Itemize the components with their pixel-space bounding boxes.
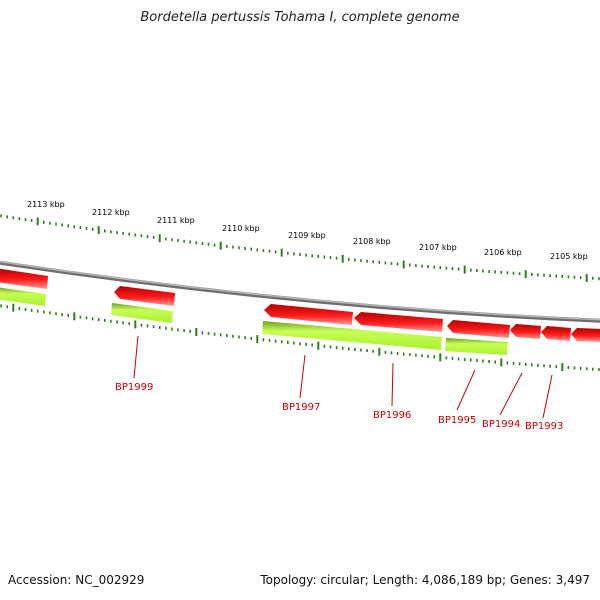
cds-features [0,287,508,355]
map-title: Bordetella pertussis Tohama I, complete … [140,10,460,25]
leader-line [456,369,476,411]
cds-bar [111,303,173,323]
cds-bar [0,287,46,306]
kbp-label-2107: 2107 kbp [419,243,457,252]
kbp-label-2113: 2113 kbp [27,200,65,209]
gene-arrow [571,328,600,342]
reverse-strand-features [0,268,600,342]
kbp-label-2112: 2112 kbp [92,208,130,217]
leader-line [391,362,394,407]
gene-arrow [264,304,353,325]
gene-arrow [114,286,175,306]
gene-labels: BP1999 BP1997 BP1996 BP1995 BP1994 BP199… [115,382,563,432]
outer-kbp-ruler [0,214,600,282]
gene-label-bp1994: BP1994 [482,419,520,430]
accession-text: Accession: NC_002929 [8,573,145,587]
gene-arrow [447,320,510,338]
kbp-label-2106: 2106 kbp [484,248,522,257]
leader-line [499,372,523,416]
label-leaders [133,335,553,419]
leader-line [299,354,306,399]
gene-label-bp1993: BP1993 [525,421,563,432]
inner-tick-ruler [0,303,600,372]
leader-line [133,335,139,379]
kbp-labels: 2113 kbp 2112 kbp 2111 kbp 2110 kbp 2109… [27,200,588,261]
gene-label-bp1997: BP1997 [282,402,320,413]
gene-arrow [354,312,443,332]
kbp-label-2110: 2110 kbp [222,224,260,233]
gene-arrow [510,324,541,339]
genome-summary-text: Topology: circular; Length: 4,086,189 bp… [260,573,590,587]
gene-arrow [541,326,571,341]
genome-backbone [0,260,600,323]
kbp-label-2105: 2105 kbp [550,252,588,261]
kbp-label-2109: 2109 kbp [288,231,326,240]
gene-label-bp1995: BP1995 [438,415,476,426]
gene-label-bp1999: BP1999 [115,382,153,393]
leader-line [542,374,553,419]
cds-bar [262,321,442,350]
gene-arrow [0,268,48,289]
kbp-label-2108: 2108 kbp [353,237,391,246]
gene-label-bp1996: BP1996 [373,410,411,421]
kbp-label-2111: 2111 kbp [157,216,195,225]
cds-bar [445,338,508,355]
